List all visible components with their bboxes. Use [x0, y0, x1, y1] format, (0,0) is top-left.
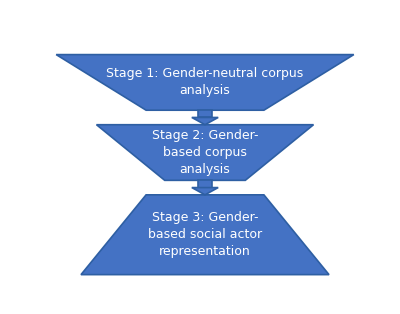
Bar	[198, 110, 212, 117]
Text: Stage 1: Gender-neutral corpus
analysis: Stage 1: Gender-neutral corpus analysis	[106, 68, 304, 97]
Bar	[198, 180, 212, 187]
Polygon shape	[56, 55, 354, 110]
Polygon shape	[192, 117, 218, 125]
Polygon shape	[81, 195, 329, 275]
Text: Stage 3: Gender-
based social actor
representation: Stage 3: Gender- based social actor repr…	[148, 211, 262, 258]
Polygon shape	[96, 125, 314, 180]
Text: Stage 2: Gender-
based corpus
analysis: Stage 2: Gender- based corpus analysis	[152, 129, 258, 176]
Polygon shape	[192, 187, 218, 195]
